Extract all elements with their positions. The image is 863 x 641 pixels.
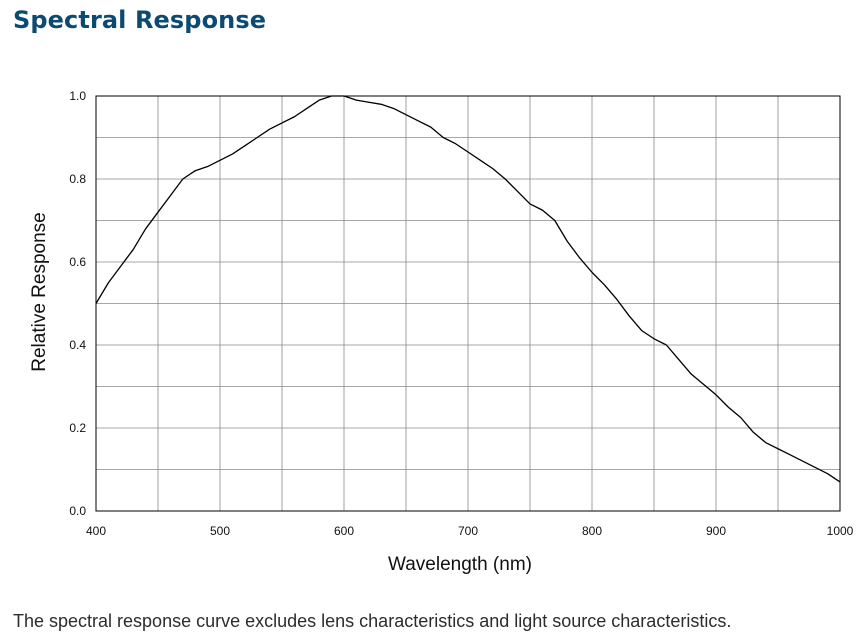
- grid-layer: [96, 96, 840, 511]
- x-tick-label: 900: [706, 524, 726, 538]
- y-tick-label: 1.0: [69, 89, 86, 103]
- x-tick-label: 1000: [827, 524, 854, 538]
- y-tick-label: 0.6: [69, 255, 86, 269]
- y-tick-label: 0.0: [69, 504, 86, 518]
- y-tick-label: 0.4: [69, 338, 86, 352]
- x-axis-label: Wavelength (nm): [388, 554, 532, 575]
- tick-label-layer: 400 500 600 700 800 900 1000 0.0 0.2 0.4 0.6 0.8 1.0: [69, 89, 853, 538]
- x-tick-label: 600: [334, 524, 354, 538]
- x-tick-label: 400: [86, 524, 106, 538]
- curve-layer: [95, 95, 841, 483]
- x-tick-label: 700: [458, 524, 478, 538]
- footnote: The spectral response curve excludes len…: [13, 611, 732, 631]
- y-axis-label: Relative Response: [29, 212, 50, 371]
- spectral-response-curve: [95, 95, 841, 483]
- y-tick-label: 0.8: [69, 172, 86, 186]
- y-tick-label: 0.2: [69, 421, 86, 435]
- x-tick-label: 800: [582, 524, 602, 538]
- x-tick-label: 500: [210, 524, 230, 538]
- page-title: Spectral Response: [13, 6, 267, 34]
